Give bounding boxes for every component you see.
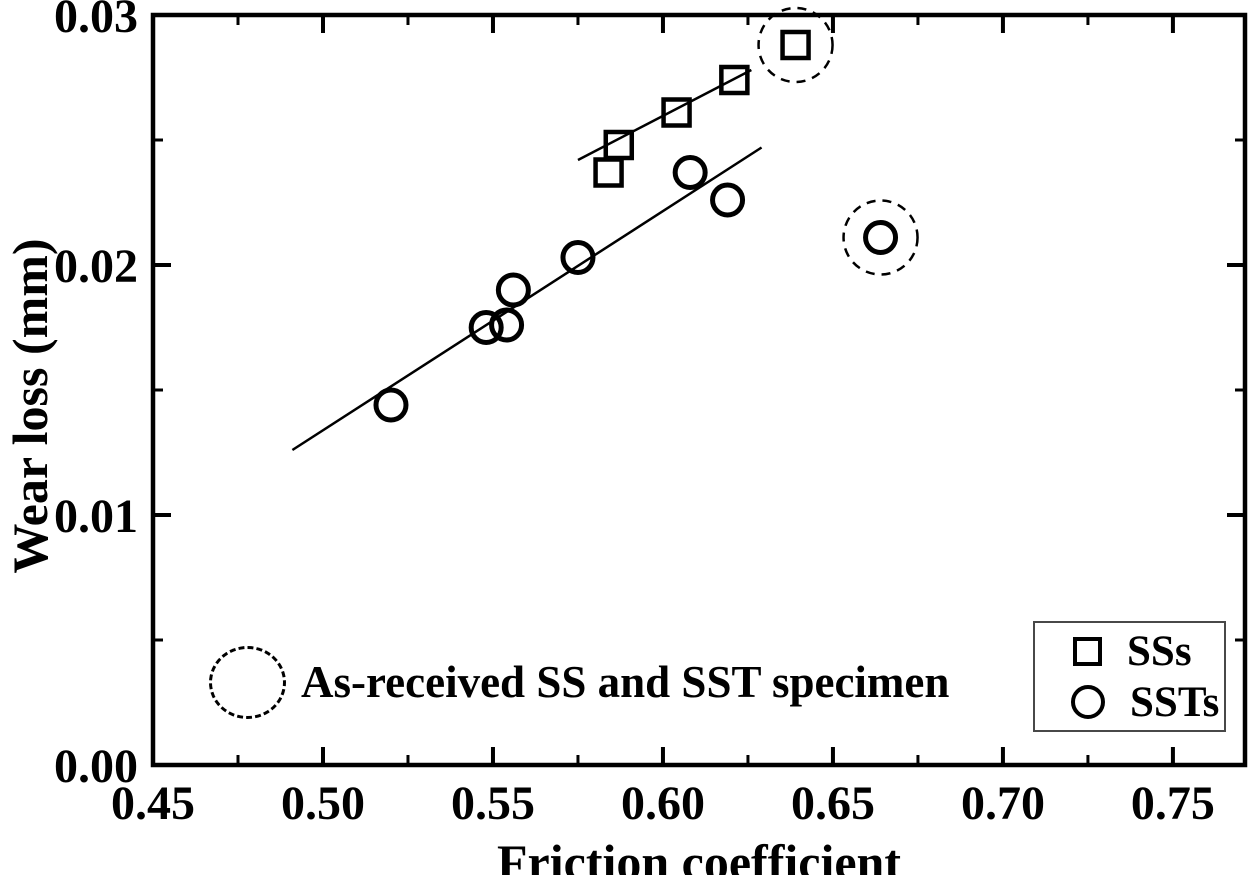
axes-frame [150,12,1248,768]
ssts-marker [495,272,531,308]
legend-label-sss: SSs [1127,627,1192,675]
legend-item-sss: SSs [1035,626,1224,677]
ssts-marker [560,240,596,275]
ssts-marker [489,307,525,343]
x-tick-label: 0.70 [961,777,1045,830]
ssts-marker [672,155,708,190]
x-axis-title: Friction coefficient [497,834,901,875]
legend-item-ssts: SSTs [1035,677,1224,728]
x-tick-label: 0.75 [1131,777,1215,830]
as-received-dashed-circle [842,199,919,276]
y-tick-label: 0.00 [54,740,138,793]
sss-marker [719,64,750,96]
y-tick-label: 0.02 [54,240,138,293]
x-tick-label: 0.60 [621,777,705,830]
annotation-text: As-received SS and SST specimen [301,657,950,707]
legend-label-ssts: SSTs [1130,678,1220,726]
ssts-marker [373,387,409,423]
x-tick-label: 0.65 [791,777,875,830]
y-tick-label: 0.03 [54,0,138,43]
sss-marker [593,157,624,188]
y-tick-label: 0.01 [54,490,138,543]
as-received-dashed-circle [757,6,834,84]
x-tick-label: 0.50 [281,777,365,830]
sss-marker [661,97,692,128]
square-marker-icon [1073,636,1102,666]
ssts-marker [468,310,504,345]
circle-marker-icon [1071,685,1105,719]
sss-marker [780,29,811,61]
ssts-marker [710,182,746,218]
legend-box: SSs SSTs [1033,621,1226,732]
y-axis-title: Wear loss (mm) [2,238,58,574]
dashed-ellipse-icon [209,646,286,719]
sss-marker [603,129,635,161]
x-tick-label: 0.45 [111,777,195,830]
ssts-marker [863,220,899,255]
y-axis-title-wrap: Wear loss (mm) [2,26,58,786]
x-tick-label: 0.55 [451,777,535,830]
